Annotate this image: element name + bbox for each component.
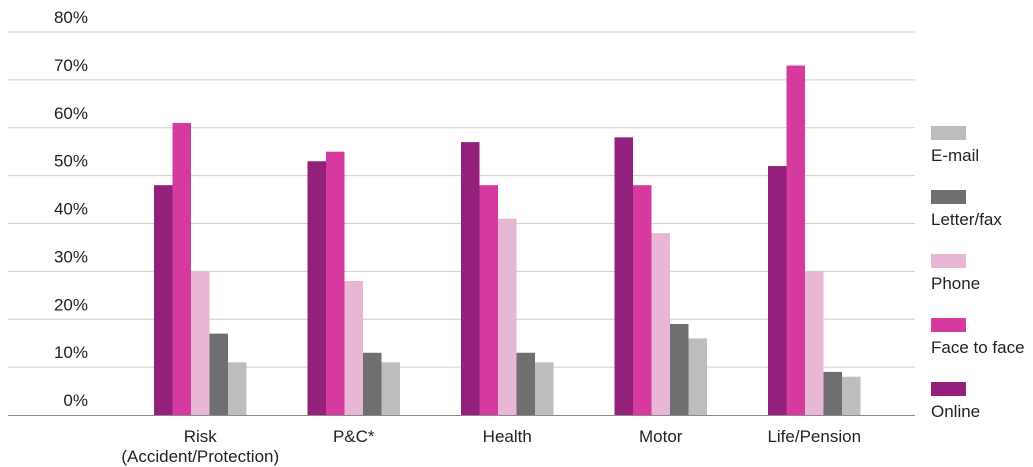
legend-swatch — [931, 190, 966, 204]
bar-phone — [191, 271, 210, 415]
bar-e-mail — [688, 338, 707, 415]
bar-phone — [805, 271, 824, 415]
bar-online — [154, 185, 173, 415]
bar-face-to-face — [479, 185, 498, 415]
y-tick-label: 20% — [54, 295, 88, 314]
legend-swatch — [931, 126, 966, 140]
y-tick-label: 10% — [54, 343, 88, 362]
bar-letter-fax — [516, 352, 535, 415]
y-tick-label: 80% — [54, 8, 88, 27]
bar-face-to-face — [786, 65, 805, 415]
bar-online — [768, 166, 787, 415]
y-tick-label: 30% — [54, 247, 88, 266]
bar-e-mail — [381, 362, 400, 415]
legend-label: Online — [931, 402, 980, 421]
y-tick-label: 50% — [54, 152, 88, 171]
x-tick-label: (Accident/Protection) — [121, 447, 279, 466]
bar-e-mail — [228, 362, 247, 415]
y-tick-label: 0% — [63, 391, 88, 410]
bar-online — [307, 161, 326, 415]
bar-letter-fax — [209, 333, 228, 415]
legend-swatch — [931, 318, 966, 332]
bar-letter-fax — [670, 324, 689, 415]
x-tick-label: Life/Pension — [767, 427, 861, 446]
bar-phone — [651, 233, 670, 415]
bar-face-to-face — [172, 122, 191, 416]
bar-online — [461, 142, 480, 416]
legend-label: E-mail — [931, 146, 979, 165]
bar-online — [614, 137, 633, 415]
bar-e-mail — [535, 362, 554, 415]
bar-letter-fax — [363, 352, 382, 415]
x-tick-label: Risk — [184, 427, 218, 446]
legend: E-mail Letter/fax Phone Face to face Online — [931, 126, 1025, 421]
y-axis-ticks: 0% 10% 20% 30% 40% 50% 60% 70% 80% — [54, 8, 88, 410]
x-tick-label: Health — [483, 427, 532, 446]
legend-label: Letter/fax — [931, 210, 1002, 229]
bars — [154, 65, 861, 416]
legend-swatch — [931, 254, 966, 268]
y-tick-label: 60% — [54, 104, 88, 123]
y-tick-label: 40% — [54, 200, 88, 219]
bar-phone — [344, 280, 363, 415]
legend-label: Face to face — [931, 338, 1025, 357]
bar-letter-fax — [823, 371, 842, 415]
legend-label: Phone — [931, 274, 980, 293]
bar-e-mail — [842, 376, 861, 415]
legend-swatch — [931, 382, 966, 396]
y-tick-label: 70% — [54, 56, 88, 75]
bar-face-to-face — [633, 185, 652, 415]
bar-phone — [498, 218, 517, 415]
bar-face-to-face — [326, 151, 345, 415]
x-tick-label: Motor — [639, 427, 683, 446]
x-tick-label: P&C* — [333, 427, 375, 446]
x-axis-labels: Risk(Accident/Protection) P&C* Health Motor… — [121, 427, 861, 466]
